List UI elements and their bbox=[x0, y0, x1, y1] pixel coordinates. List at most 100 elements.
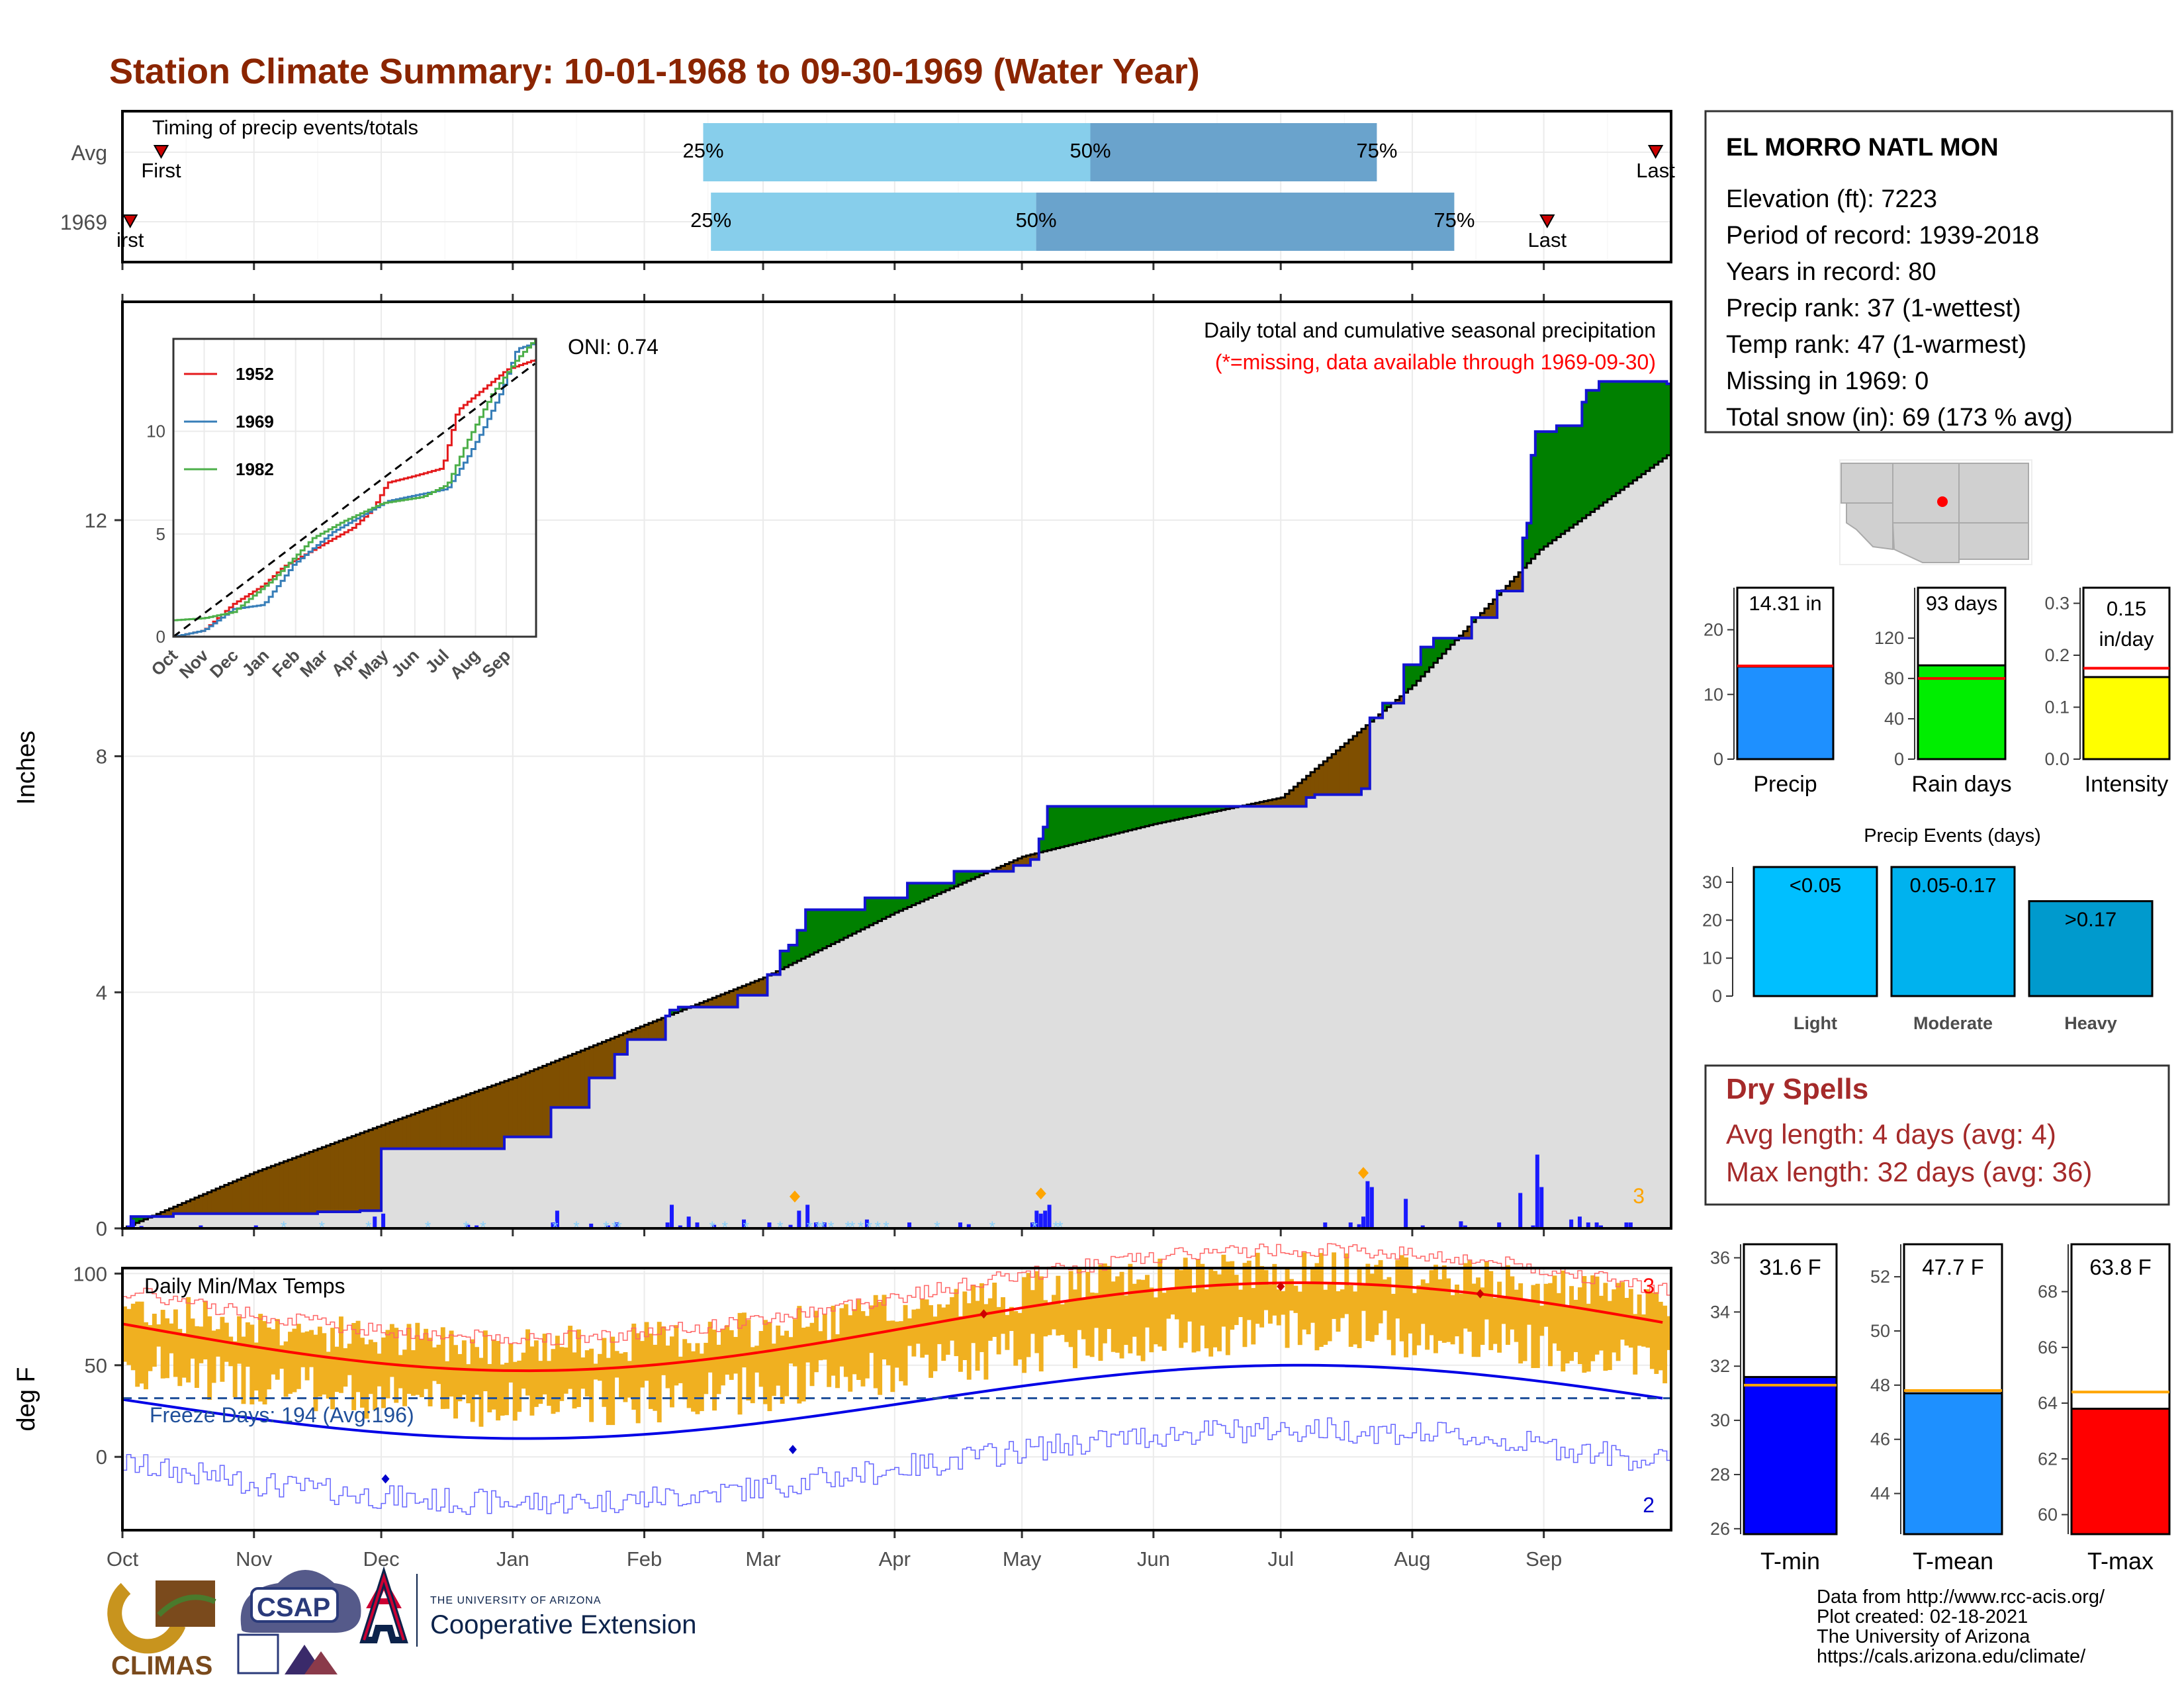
daily-temp-bar bbox=[1268, 1285, 1273, 1324]
daily-temp-bar bbox=[1569, 1286, 1574, 1361]
summary-ytick-label: 40 bbox=[1884, 709, 1904, 729]
temp-summary-ytick-label: 36 bbox=[1710, 1248, 1730, 1267]
daily-temp-bar bbox=[988, 1299, 993, 1341]
above-average-fill bbox=[869, 898, 874, 925]
below-average-fill bbox=[212, 1191, 216, 1214]
above-average-fill bbox=[1103, 806, 1107, 837]
station-line: Total snow (in): 69 (173 % avg) bbox=[1726, 404, 2073, 432]
daily-temp-bar bbox=[1221, 1255, 1226, 1327]
below-average-fill bbox=[445, 1102, 449, 1148]
events-ytick-label: 20 bbox=[1702, 910, 1722, 930]
above-average-fill bbox=[1565, 426, 1570, 531]
summary-value-label: in/day bbox=[2099, 627, 2154, 651]
daily-temp-bar bbox=[267, 1328, 271, 1389]
daily-temp-bar bbox=[661, 1326, 666, 1375]
daily-precip-bar bbox=[1569, 1220, 1573, 1228]
below-average-fill bbox=[657, 1020, 662, 1040]
daily-temp-bar bbox=[1310, 1267, 1315, 1323]
temp-summary-ytick-label: 34 bbox=[1710, 1302, 1730, 1322]
below-average-fill bbox=[415, 1113, 420, 1149]
below-average-fill bbox=[322, 1147, 326, 1212]
below-average-fill bbox=[559, 1059, 564, 1107]
daily-temp-bar bbox=[1539, 1306, 1544, 1336]
below-average-fill bbox=[424, 1110, 428, 1149]
daily-temp-bar bbox=[1612, 1289, 1616, 1352]
csap-logo-text: CSAP bbox=[257, 1593, 330, 1622]
daily-temp-bar bbox=[309, 1330, 314, 1367]
below-average-fill bbox=[330, 1144, 335, 1212]
daily-temp-bar bbox=[415, 1323, 420, 1395]
daily-temp-bar bbox=[580, 1357, 585, 1389]
events-bar-label: >0.17 bbox=[2065, 908, 2116, 931]
above-average-fill bbox=[814, 909, 819, 952]
above-average-fill bbox=[1548, 432, 1553, 543]
daily-temp-bar bbox=[1022, 1277, 1026, 1373]
above-average-fill bbox=[1077, 806, 1081, 843]
precip-ytick-label: 8 bbox=[96, 745, 107, 768]
daily-temp-bar bbox=[1128, 1264, 1132, 1353]
daily-temp-bar bbox=[886, 1321, 891, 1365]
above-average-fill bbox=[1544, 432, 1549, 547]
daily-temp-bar bbox=[462, 1340, 467, 1394]
temp-summary-value-label: 63.8 F bbox=[2089, 1255, 2152, 1279]
below-average-fill bbox=[1336, 751, 1341, 795]
below-average-fill bbox=[250, 1174, 254, 1214]
summary-bar bbox=[1737, 666, 1833, 759]
daily-temp-bar bbox=[1111, 1281, 1116, 1351]
daily-temp-bar bbox=[254, 1343, 259, 1391]
daily-temp-bar bbox=[1145, 1275, 1150, 1327]
timing-label: Timing of precip events/totals bbox=[152, 116, 418, 139]
timing-label-50: 50% bbox=[1016, 208, 1057, 232]
station-name: EL MORRO NATL MON bbox=[1726, 134, 1999, 161]
daily-temp-bar bbox=[220, 1317, 224, 1382]
last-event-label: Last bbox=[1636, 159, 1675, 182]
summary-ytick-label: 20 bbox=[1704, 620, 1723, 640]
month-label: Feb bbox=[627, 1547, 662, 1571]
daily-temp-bar bbox=[971, 1285, 976, 1343]
daily-precip-bar bbox=[1048, 1205, 1052, 1228]
above-average-fill bbox=[911, 883, 916, 905]
below-average-fill bbox=[441, 1104, 445, 1149]
daily-temp-bar bbox=[572, 1352, 577, 1408]
daily-temp-bar bbox=[1561, 1271, 1565, 1372]
timing-label-50: 50% bbox=[1069, 139, 1111, 162]
daily-temp-bar bbox=[1374, 1265, 1379, 1335]
daily-temp-bar bbox=[161, 1310, 165, 1379]
daily-temp-bar bbox=[1476, 1277, 1480, 1357]
daily-temp-bar bbox=[156, 1324, 161, 1347]
daily-temp-bar bbox=[144, 1322, 148, 1389]
daily-temp-bar bbox=[1103, 1263, 1107, 1344]
below-average-fill bbox=[504, 1081, 509, 1137]
daily-temp-bar bbox=[411, 1350, 416, 1396]
daily-temp-bar bbox=[1404, 1257, 1408, 1357]
timing-row-label-year: 1969 bbox=[60, 210, 107, 234]
inset-legend-label: 1969 bbox=[236, 412, 274, 432]
below-average-fill bbox=[271, 1166, 275, 1214]
below-average-fill bbox=[453, 1099, 458, 1149]
daily-temp-bar bbox=[398, 1355, 403, 1388]
above-average-fill bbox=[1120, 806, 1124, 832]
daily-temp-bar bbox=[369, 1340, 373, 1394]
daily-temp-bar bbox=[199, 1326, 203, 1363]
daily-temp-bar bbox=[1060, 1304, 1065, 1335]
daily-temp-bar bbox=[1107, 1266, 1111, 1329]
below-average-fill bbox=[1332, 754, 1336, 794]
daily-temp-bar bbox=[479, 1358, 484, 1427]
daily-temp-bar bbox=[1149, 1287, 1154, 1352]
daily-temp-bar bbox=[929, 1305, 933, 1378]
footer-line: Data from http://www.rcc-acis.org/ bbox=[1817, 1586, 2105, 1608]
daily-temp-bar bbox=[1213, 1271, 1218, 1348]
daily-temp-bar bbox=[1484, 1261, 1489, 1319]
daily-temp-bar bbox=[457, 1354, 462, 1401]
below-average-fill bbox=[237, 1179, 242, 1213]
below-average-fill bbox=[267, 1167, 271, 1214]
daily-temp-bar bbox=[1408, 1269, 1413, 1334]
station-line: Years in record: 80 bbox=[1726, 258, 1936, 286]
ua-small-text: THE UNIVERSITY OF ARIZONA bbox=[430, 1595, 602, 1606]
inset-ytick-label: 5 bbox=[156, 524, 165, 544]
precip-count-label: 3 bbox=[1633, 1184, 1645, 1208]
below-average-fill bbox=[602, 1042, 606, 1077]
